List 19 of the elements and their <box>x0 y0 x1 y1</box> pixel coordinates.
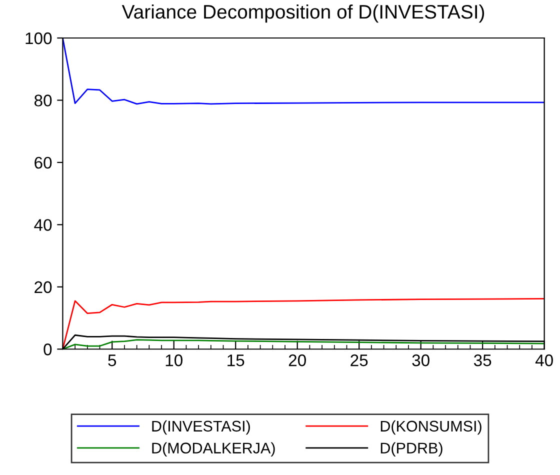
legend-label: D(KONSUMSI) <box>380 420 482 435</box>
x-tick-label: 5 <box>108 354 116 366</box>
x-tick-label: 40 <box>535 354 553 366</box>
legend-label: D(MODALKERJA) <box>152 442 275 456</box>
y-tick-label: 80 <box>34 94 52 106</box>
legend-label: D(INVESTASI) <box>152 420 250 435</box>
x-tick-label: 10 <box>166 354 182 366</box>
chart-title: Variance Decomposition of D(INVESTASI) <box>122 4 484 23</box>
legend-label: D(PDRB) <box>380 442 442 456</box>
y-tick-label: 40 <box>34 219 52 231</box>
y-tick-label: 20 <box>34 281 52 294</box>
x-tick-label: 15 <box>228 354 244 366</box>
y-tick-label: 60 <box>34 156 52 169</box>
x-tick-label: 35 <box>474 354 492 366</box>
x-tick-label: 30 <box>412 354 430 366</box>
y-tick-label: 0 <box>44 344 52 356</box>
y-tick-label: 100 <box>26 32 52 44</box>
x-tick-label: 25 <box>350 354 368 366</box>
x-tick-label: 20 <box>288 354 306 366</box>
